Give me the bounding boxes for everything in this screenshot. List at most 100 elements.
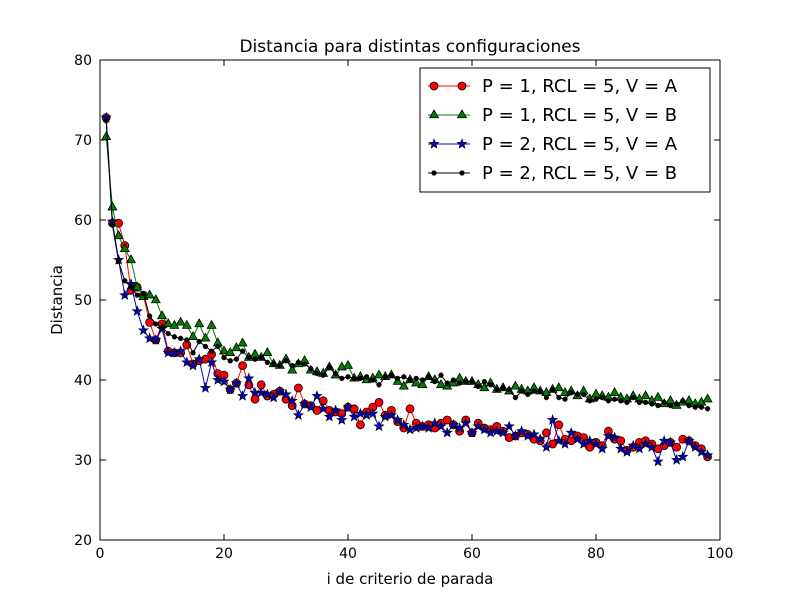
series-3-point xyxy=(460,417,472,428)
y-tick-label: 30 xyxy=(74,453,92,469)
series-4-point xyxy=(128,284,134,290)
series-2-point xyxy=(119,242,130,252)
series-3-point xyxy=(677,450,689,462)
series-4-point xyxy=(642,399,649,406)
x-axis-label: i de criterio de parada xyxy=(327,570,494,588)
series-3-point xyxy=(243,372,255,384)
series-4-point xyxy=(543,394,550,401)
series-3-point xyxy=(615,442,627,454)
series-4-point xyxy=(289,362,295,369)
series-4-point xyxy=(599,394,605,401)
series-4-point xyxy=(475,383,481,390)
series-4-point xyxy=(351,375,357,382)
legend-marker xyxy=(428,109,440,119)
series-4-point xyxy=(184,337,190,343)
series-3-point xyxy=(137,324,149,336)
series-4-point xyxy=(425,374,432,380)
series-1-point xyxy=(355,420,365,430)
series-4-point xyxy=(382,374,388,380)
series-4-point xyxy=(419,377,426,383)
series-3-point xyxy=(646,441,658,452)
series-4-point xyxy=(667,402,674,409)
series-3-point xyxy=(664,436,676,448)
series-2-point xyxy=(101,130,112,140)
y-tick-label: 20 xyxy=(74,533,92,549)
y-tick-label: 70 xyxy=(74,133,92,149)
series-4-point xyxy=(481,378,488,385)
series-3-point xyxy=(398,418,410,430)
series-4-point xyxy=(407,377,413,383)
series-4-point xyxy=(605,398,612,404)
series-4-point xyxy=(673,401,680,407)
series-3-point xyxy=(491,425,503,436)
series-3-point xyxy=(578,438,590,449)
series-3-point xyxy=(144,332,156,344)
legend-marker xyxy=(456,138,468,149)
series-4-point xyxy=(537,388,543,394)
series-4-point xyxy=(450,377,457,383)
series-3-point xyxy=(286,394,298,406)
series-4-point xyxy=(370,377,376,383)
series-3-point xyxy=(206,356,218,368)
series-4-point xyxy=(618,398,624,404)
series-4-point xyxy=(469,378,475,385)
series-3-point xyxy=(354,407,366,419)
series-3-point xyxy=(224,383,236,395)
series-3-point xyxy=(621,446,633,457)
series-4-point xyxy=(456,380,463,386)
series-4-point xyxy=(686,402,692,409)
series-1-point xyxy=(405,404,415,414)
series-2-point xyxy=(435,378,447,388)
legend: P = 1, RCL = 5, V = A P = 1, RCL = 5, V =… xyxy=(419,67,711,193)
y-tick-label: 80 xyxy=(74,53,92,69)
series-3-point xyxy=(323,410,335,422)
series-2-point xyxy=(411,377,422,387)
series-4-point xyxy=(227,358,233,364)
series-4-point xyxy=(208,348,215,354)
series-3-point xyxy=(131,305,143,316)
series-4-point xyxy=(202,343,209,350)
series-4-point xyxy=(320,372,326,378)
series-4-point xyxy=(277,362,283,369)
series-4-point xyxy=(134,292,140,298)
series-4-point xyxy=(388,372,395,378)
series-2-point xyxy=(206,319,217,329)
series-2-point xyxy=(144,289,155,299)
series-1-point xyxy=(374,397,384,407)
series-4-point xyxy=(115,258,122,265)
series-4 xyxy=(103,118,711,412)
series-4-point xyxy=(587,398,593,404)
series-2-point xyxy=(125,254,137,264)
series-4-point xyxy=(574,391,581,398)
series-4-point xyxy=(345,374,351,380)
series-3-point xyxy=(150,334,162,345)
series-2-point xyxy=(640,390,651,400)
series-3-point xyxy=(478,423,490,435)
series-3-point xyxy=(119,289,131,300)
series-4-point xyxy=(432,378,438,385)
series-4-point xyxy=(171,334,178,340)
series-4-point xyxy=(363,374,370,380)
series-3-point xyxy=(671,454,683,465)
series-3-point xyxy=(547,414,559,425)
series-4-point xyxy=(661,399,667,406)
series-3-point xyxy=(292,409,304,420)
series-4-point xyxy=(413,375,419,382)
series-4-point xyxy=(624,399,630,406)
legend-label: P = 2, RCL = 5, V = A xyxy=(482,134,678,155)
series-3-point xyxy=(565,426,577,438)
series-2-point xyxy=(156,310,168,320)
series-2-point xyxy=(652,391,664,401)
series-1-point xyxy=(554,420,564,430)
series-4-point xyxy=(500,385,506,391)
x-tick-label: 80 xyxy=(587,546,605,562)
series-3-point xyxy=(261,388,273,400)
legend-marker xyxy=(457,81,467,91)
series-4-point xyxy=(593,396,599,402)
series-2-point xyxy=(609,386,620,396)
series-3-point xyxy=(584,434,596,446)
series-3-point xyxy=(181,356,193,368)
series-1-point xyxy=(672,442,681,452)
series-4-point xyxy=(122,278,128,284)
